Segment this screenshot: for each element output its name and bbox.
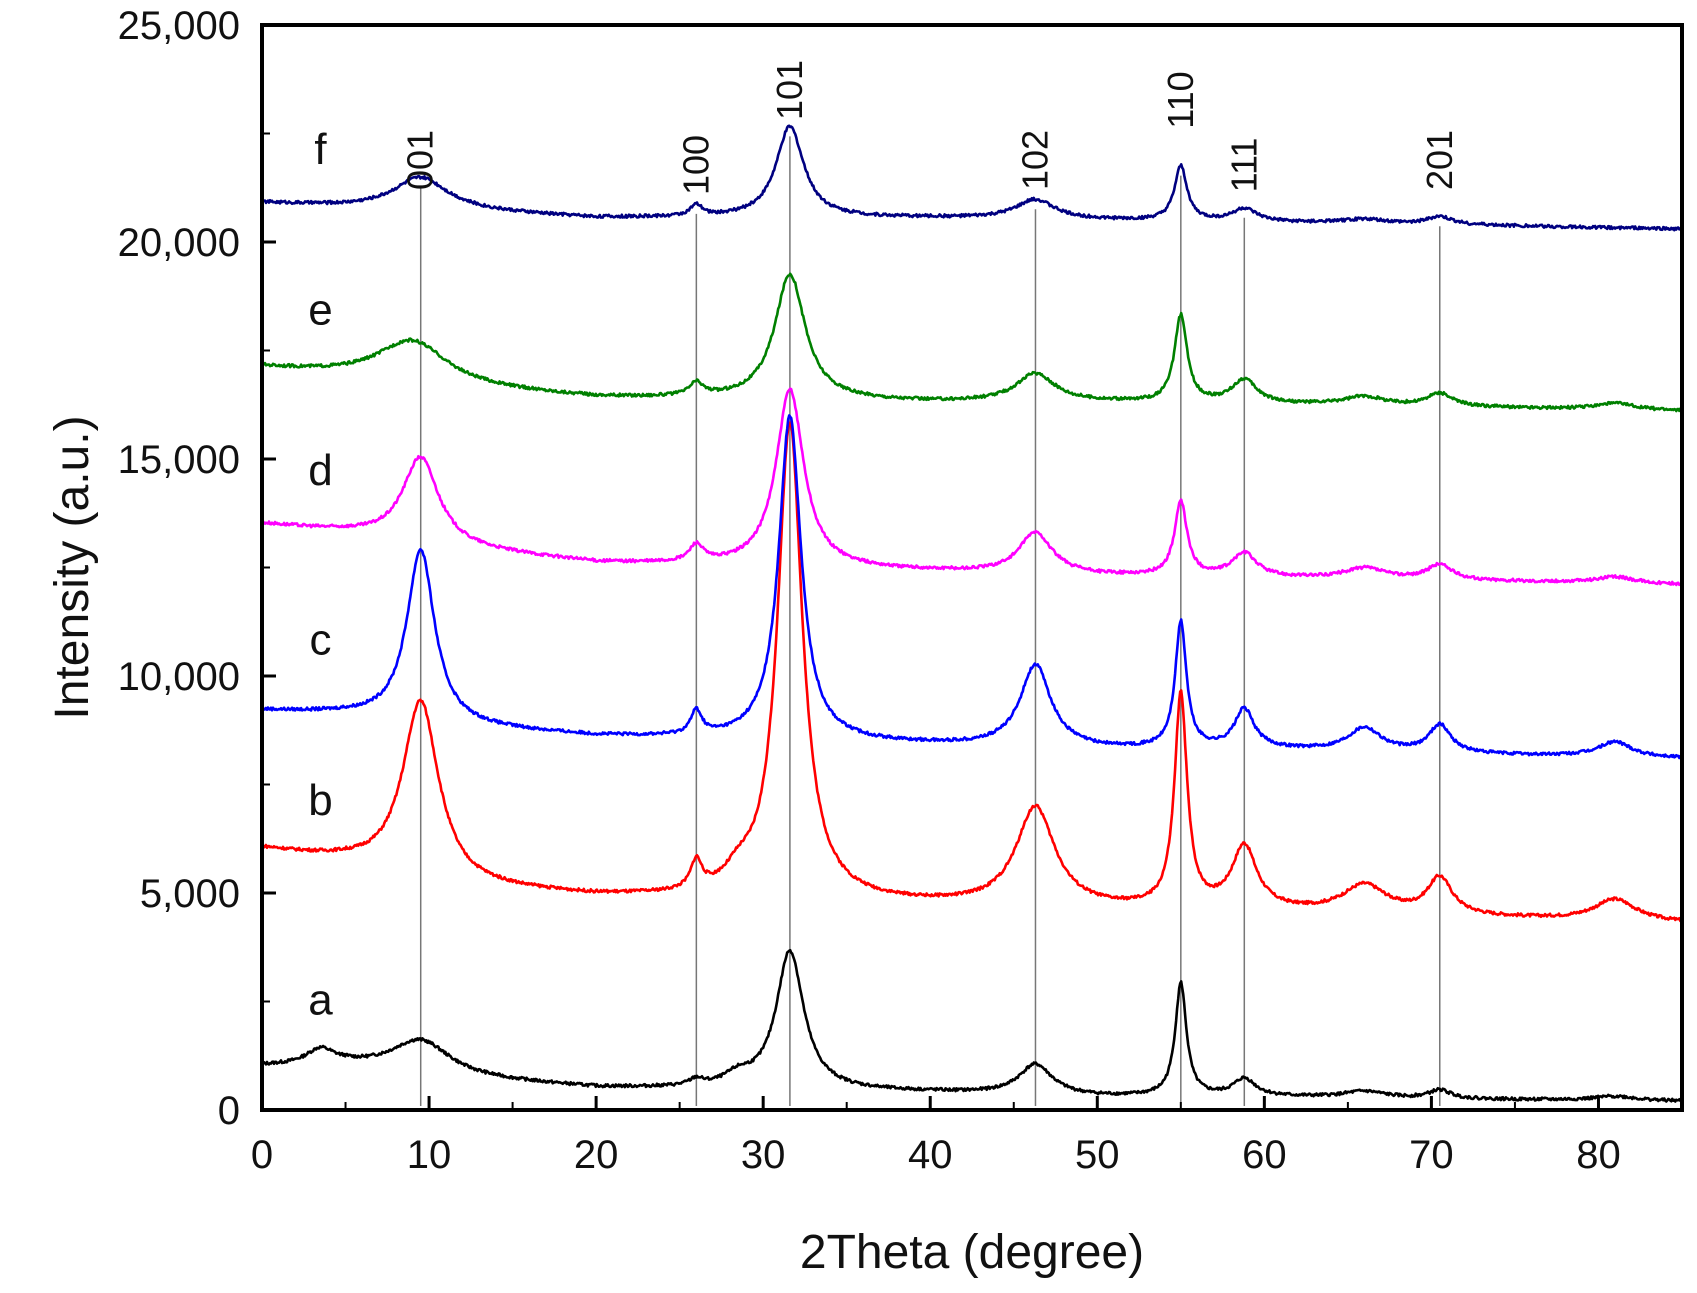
peak-label-111: 111 [1223, 138, 1264, 193]
x-tick-label: 50 [1075, 1133, 1120, 1177]
series-line-a [261, 948, 1683, 1103]
x-tick-label: 20 [574, 1133, 619, 1177]
x-axis-title: 2Theta (degree) [800, 1226, 1144, 1279]
reference-lines [419, 136, 1441, 1106]
peak-label-102: 102 [1014, 130, 1055, 190]
peak-label-101: 101 [769, 60, 810, 120]
peak-label-110: 110 [1160, 71, 1201, 128]
x-tick-label: 40 [908, 1133, 953, 1177]
y-tick-label: 5,000 [140, 872, 240, 916]
peak-label-201: 201 [1419, 130, 1460, 190]
series-label-f: f [314, 125, 327, 174]
peak-labels: 001 100 101 102 110 111 201 [400, 60, 1460, 195]
series-line-d [260, 387, 1682, 587]
y-tick-label: 20,000 [118, 221, 240, 265]
series-line-b [261, 421, 1682, 923]
y-tick-label: 0 [218, 1089, 240, 1133]
x-axis-ticks: 0 10 20 30 40 50 60 70 80 [251, 1096, 1621, 1177]
y-axis-ticks: 0 5,000 10,000 15,000 20,000 25,000 [118, 4, 276, 1133]
series-label-a: a [308, 976, 333, 1025]
series-label-d: d [308, 446, 332, 495]
x-tick-label: 80 [1576, 1133, 1621, 1177]
x-tick-label: 0 [251, 1133, 273, 1177]
x-tick-label: 10 [407, 1133, 452, 1177]
series-label-c: c [309, 615, 331, 664]
y-tick-label: 10,000 [118, 655, 240, 699]
series-line-c [261, 414, 1682, 760]
peak-label-100: 100 [675, 135, 716, 195]
series-label-e: e [308, 285, 332, 334]
x-tick-label: 60 [1242, 1133, 1287, 1177]
series-labels: a b c d e f [308, 125, 333, 1025]
series-label-b: b [308, 776, 332, 825]
y-tick-label: 15,000 [118, 438, 240, 482]
series-layer [260, 124, 1683, 1103]
series-line-f [260, 124, 1683, 232]
y-tick-label: 25,000 [118, 4, 240, 48]
x-tick-label: 70 [1409, 1133, 1454, 1177]
y-axis-title: Intensity (a.u.) [46, 415, 99, 719]
x-tick-label: 30 [741, 1133, 786, 1177]
series-line-e [260, 272, 1683, 413]
peak-label-001: 001 [400, 130, 441, 190]
